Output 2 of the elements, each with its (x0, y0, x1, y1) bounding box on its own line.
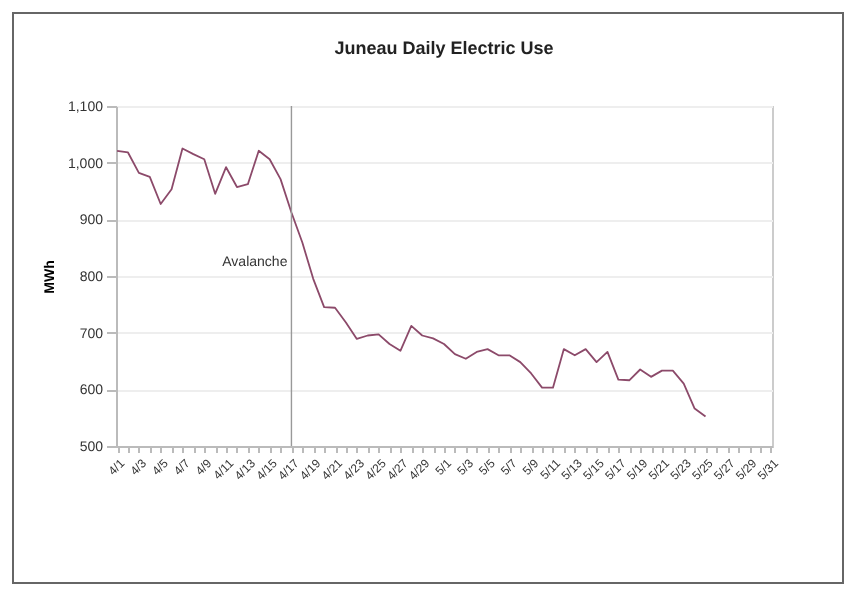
line-series (116, 147, 707, 418)
chart-title: Juneau Daily Electric Use (334, 38, 554, 58)
